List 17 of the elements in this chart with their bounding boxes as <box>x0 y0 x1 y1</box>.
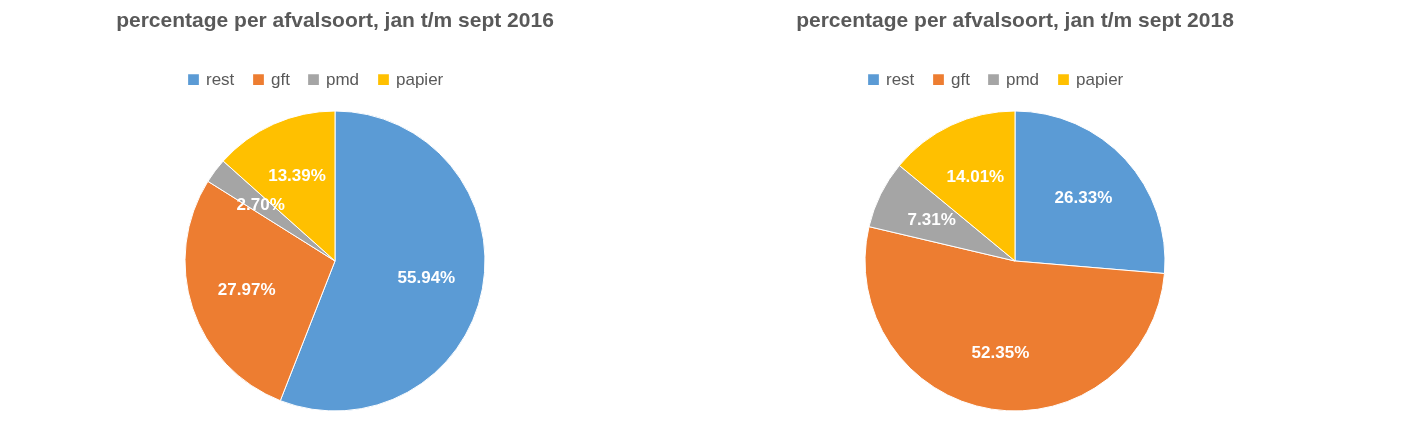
legend-label: papier <box>396 69 444 89</box>
legend-label: pmd <box>326 69 360 89</box>
chart-title: percentage per afvalsoort, jan t/m sept 2016 <box>116 8 554 31</box>
data-label: 52.35% <box>971 342 1030 362</box>
data-label: 13.39% <box>268 166 326 186</box>
data-label: 55.94% <box>397 268 456 288</box>
legend-label: gft <box>951 69 971 89</box>
chart-title: percentage per afvalsoort, jan t/m sept 2018 <box>796 8 1235 31</box>
legend-label: papier <box>1076 69 1124 89</box>
data-label: 14.01% <box>946 166 1005 186</box>
legend-label: pmd <box>1006 69 1040 89</box>
legend-label: gft <box>271 69 291 89</box>
data-label: 27.97% <box>217 280 276 300</box>
legend-label: rest <box>206 69 235 89</box>
data-label: 7.31% <box>907 209 956 229</box>
legend-label: rest <box>886 69 915 89</box>
data-label: 26.33% <box>1054 188 1113 208</box>
